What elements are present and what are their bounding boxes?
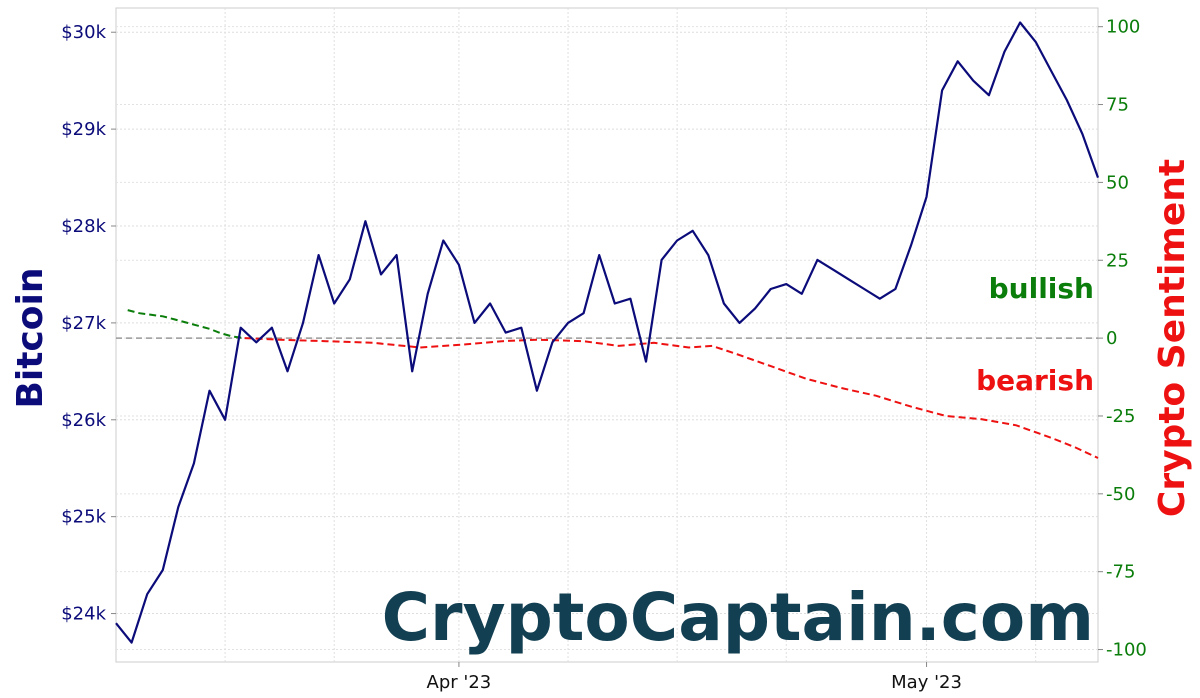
left-tick-label: $27k xyxy=(61,313,106,334)
right-tick-label: -25 xyxy=(1106,406,1135,427)
bullish-annotation: bullish xyxy=(989,272,1094,305)
right-tick-label: 50 xyxy=(1106,172,1129,193)
series-layer xyxy=(115,21,1100,644)
plot-area xyxy=(115,7,1099,663)
x-tick-label: May '23 xyxy=(891,672,962,693)
right-tick-label: -100 xyxy=(1106,640,1147,661)
right-tick-label: 75 xyxy=(1106,95,1129,116)
right-tick-label: -50 xyxy=(1106,484,1135,505)
bitcoin-price-line xyxy=(115,21,1100,644)
left-tick-label: $28k xyxy=(61,216,106,237)
left-tick-label: $30k xyxy=(61,22,106,43)
left-tick-label: $26k xyxy=(61,410,106,431)
x-axis-ticks: Apr '23 May '23 xyxy=(427,662,962,693)
sentiment-line-bullish xyxy=(127,309,245,340)
left-tick-label: $24k xyxy=(61,604,106,625)
x-tick-label: Apr '23 xyxy=(427,672,492,693)
right-tick-label: -75 xyxy=(1106,562,1135,583)
right-axis-label: Crypto Sentiment xyxy=(1152,159,1193,517)
gridlines xyxy=(116,8,1098,662)
right-tick-label: 25 xyxy=(1106,250,1129,271)
sentiment-line-bearish xyxy=(244,337,1099,459)
right-tick-label: 100 xyxy=(1106,17,1140,38)
left-tick-label: $25k xyxy=(61,507,106,528)
left-axis-label: Bitcoin xyxy=(10,267,51,408)
right-tick-label: 0 xyxy=(1106,328,1117,349)
left-tick-label: $29k xyxy=(61,119,106,140)
right-axis-ticks: -100 -75 -50 -25 0 25 50 75 100 xyxy=(1098,17,1147,661)
left-axis-ticks: $24k $25k $26k $27k $28k $29k $30k xyxy=(61,22,116,625)
bearish-annotation: bearish xyxy=(976,364,1094,397)
watermark: CryptoCaptain.com xyxy=(382,579,1094,656)
